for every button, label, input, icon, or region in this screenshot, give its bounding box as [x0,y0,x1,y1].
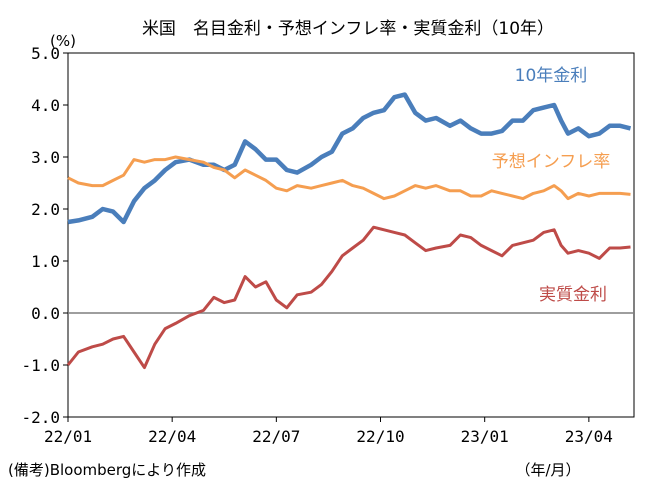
y-tick-label: 3.0 [31,148,60,167]
series-line-inflation-expectation [67,155,631,201]
series-label-real-rate: 実質金利 [539,285,607,305]
y-tick-label: 5.0 [31,44,60,63]
chart-title: 米国 名目金利・予想インフレ率・実質金利（10年） [142,19,554,39]
y-tick-label: -1.0 [21,356,60,375]
x-tick-label: 22/04 [148,427,196,446]
x-tick-label: 22/10 [356,427,404,446]
y-tick-label: 1.0 [31,252,60,271]
series-line-real-rate [66,225,631,370]
y-axis-ticks: 5.0 4.0 3.0 2.0 1.0 0.0 -1.0 -2.0 [21,44,68,427]
x-tick-label: 22/07 [252,427,300,446]
y-tick-label: 2.0 [31,200,60,219]
series-line-nominal-rate [67,92,632,225]
source-note: (備考)Bloombergにより作成 [8,461,206,479]
y-axis-unit: (%) [50,32,76,50]
y-tick-label: 0.0 [31,304,60,323]
y-tick-label: 4.0 [31,96,60,115]
series-label-nominal-rate: 10年金利 [515,66,588,86]
x-axis-unit: （年/月） [515,461,580,479]
x-tick-label: 23/01 [461,427,509,446]
x-axis-ticks: 22/01 22/04 22/07 22/10 23/01 23/04 [44,417,613,446]
x-tick-label: 23/04 [565,427,613,446]
series-label-inflation-expectation: 予想インフレ率 [492,152,611,172]
y-tick-label: -2.0 [21,408,60,427]
x-tick-label: 22/01 [44,427,92,446]
